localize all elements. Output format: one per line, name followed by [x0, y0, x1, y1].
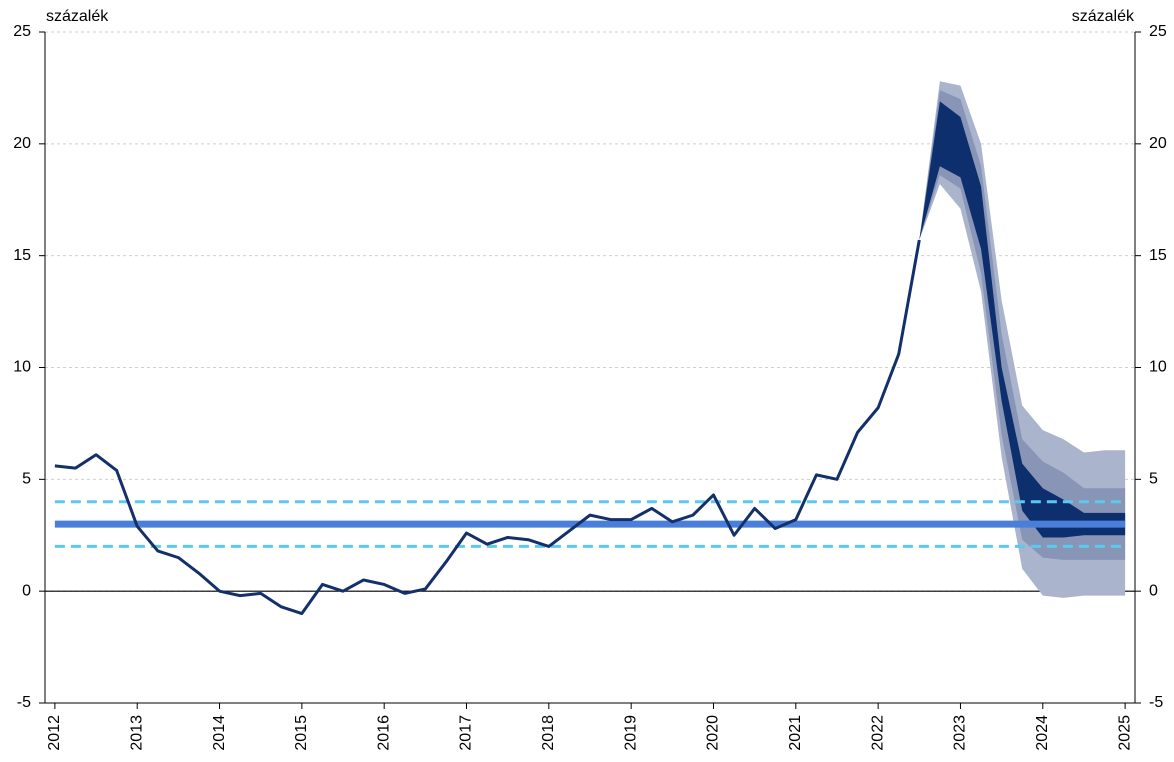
y-axis-label: százalék	[46, 8, 109, 25]
y2-tick-label: 0	[1149, 582, 1158, 599]
x-tick-label: 2025	[1116, 715, 1133, 751]
x-tick-label: 2018	[540, 715, 557, 751]
x-tick-label: 2019	[622, 715, 639, 751]
x-tick-label: 2014	[211, 715, 228, 751]
y-tick-label: 10	[13, 359, 31, 376]
x-tick-label: 2020	[705, 715, 722, 751]
y-tick-label: 15	[13, 247, 31, 264]
y2-tick-label: 5	[1149, 471, 1158, 488]
x-tick-label: 2022	[869, 715, 886, 751]
y2-axis-label: százalék	[1072, 8, 1135, 25]
x-tick-label: 2015	[293, 715, 310, 751]
x-tick-label: 2013	[128, 715, 145, 751]
y2-tick-label: 20	[1149, 135, 1167, 152]
data-line	[54, 239, 921, 616]
y-tick-label: 5	[22, 471, 31, 488]
y-tick-label: -5	[17, 694, 31, 711]
y-tick-label: 25	[13, 23, 31, 40]
y2-tick-label: 15	[1149, 247, 1167, 264]
y-tick-label: 20	[13, 135, 31, 152]
x-tick-label: 2017	[458, 715, 475, 751]
x-tick-label: 2024	[1034, 715, 1051, 751]
fan-band	[919, 101, 1126, 538]
x-tick-label: 2012	[46, 715, 63, 751]
y-tick-label: 0	[22, 582, 31, 599]
y2-tick-label: 10	[1149, 359, 1167, 376]
y2-tick-label: -5	[1149, 694, 1163, 711]
x-tick-label: 2021	[787, 715, 804, 751]
x-tick-label: 2023	[952, 715, 969, 751]
x-tick-label: 2016	[375, 715, 392, 751]
y2-tick-label: 25	[1149, 23, 1167, 40]
